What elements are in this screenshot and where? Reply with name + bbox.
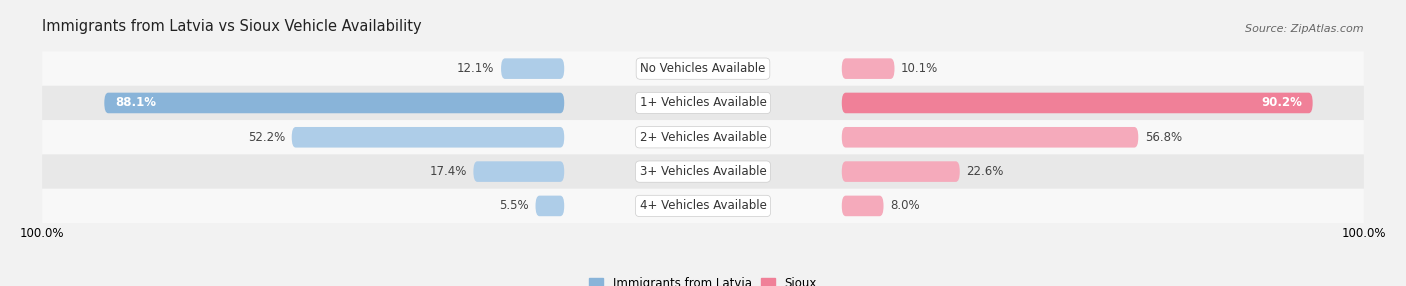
FancyBboxPatch shape	[42, 189, 1364, 223]
FancyBboxPatch shape	[42, 154, 1364, 189]
Text: 4+ Vehicles Available: 4+ Vehicles Available	[640, 199, 766, 212]
Text: 5.5%: 5.5%	[499, 199, 529, 212]
Text: 8.0%: 8.0%	[890, 199, 920, 212]
Text: 12.1%: 12.1%	[457, 62, 495, 75]
FancyBboxPatch shape	[42, 120, 1364, 154]
Text: 3+ Vehicles Available: 3+ Vehicles Available	[640, 165, 766, 178]
Text: 22.6%: 22.6%	[966, 165, 1004, 178]
FancyBboxPatch shape	[501, 58, 564, 79]
Text: 88.1%: 88.1%	[115, 96, 156, 110]
Text: 1+ Vehicles Available: 1+ Vehicles Available	[640, 96, 766, 110]
Text: 17.4%: 17.4%	[429, 165, 467, 178]
FancyBboxPatch shape	[42, 51, 1364, 86]
FancyBboxPatch shape	[104, 93, 564, 113]
Text: 90.2%: 90.2%	[1261, 96, 1302, 110]
Text: 56.8%: 56.8%	[1144, 131, 1182, 144]
FancyBboxPatch shape	[42, 86, 1364, 120]
FancyBboxPatch shape	[842, 58, 894, 79]
FancyBboxPatch shape	[842, 161, 960, 182]
FancyBboxPatch shape	[842, 93, 1313, 113]
FancyBboxPatch shape	[474, 161, 564, 182]
FancyBboxPatch shape	[842, 196, 883, 216]
Text: No Vehicles Available: No Vehicles Available	[640, 62, 766, 75]
FancyBboxPatch shape	[536, 196, 564, 216]
Text: Immigrants from Latvia vs Sioux Vehicle Availability: Immigrants from Latvia vs Sioux Vehicle …	[42, 19, 422, 34]
Text: 2+ Vehicles Available: 2+ Vehicles Available	[640, 131, 766, 144]
FancyBboxPatch shape	[842, 127, 1139, 148]
Text: 52.2%: 52.2%	[247, 131, 285, 144]
Legend: Immigrants from Latvia, Sioux: Immigrants from Latvia, Sioux	[585, 273, 821, 286]
Text: 10.1%: 10.1%	[901, 62, 938, 75]
FancyBboxPatch shape	[291, 127, 564, 148]
Text: Source: ZipAtlas.com: Source: ZipAtlas.com	[1246, 24, 1364, 34]
